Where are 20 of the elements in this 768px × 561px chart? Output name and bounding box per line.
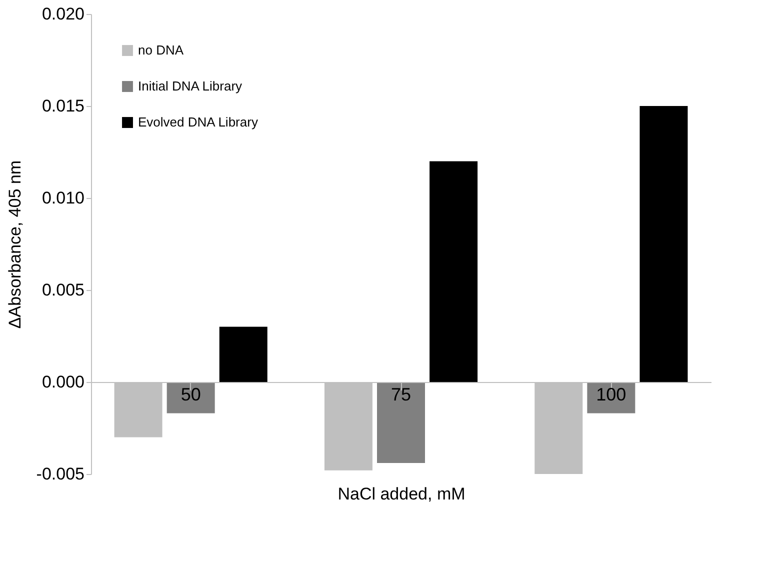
bar [219, 326, 268, 382]
bar [640, 106, 688, 382]
y-tick-label: 0.010 [42, 188, 84, 208]
y-tick-label: -0.005 [36, 464, 84, 484]
legend-label: Evolved DNA Library [138, 114, 258, 130]
y-tick-label: 0.005 [42, 280, 84, 300]
y-axis-title: ΔAbsorbance, 405 nm [5, 160, 24, 329]
bar [166, 382, 215, 414]
bar [377, 382, 425, 463]
legend-label: Initial DNA Library [138, 78, 243, 94]
x-tick-label: 50 [180, 384, 201, 404]
x-tick-label: 100 [596, 384, 626, 404]
legend-label: no DNA [138, 42, 184, 58]
y-tick-label: 0.015 [42, 96, 84, 116]
bar [587, 382, 636, 414]
y-tick-label: 0.020 [42, 4, 84, 24]
y-tick-label: 0.000 [42, 372, 84, 392]
x-axis-title: NaCl added, mM [338, 484, 466, 504]
x-tick-label: 75 [390, 384, 412, 404]
bar [430, 161, 478, 382]
